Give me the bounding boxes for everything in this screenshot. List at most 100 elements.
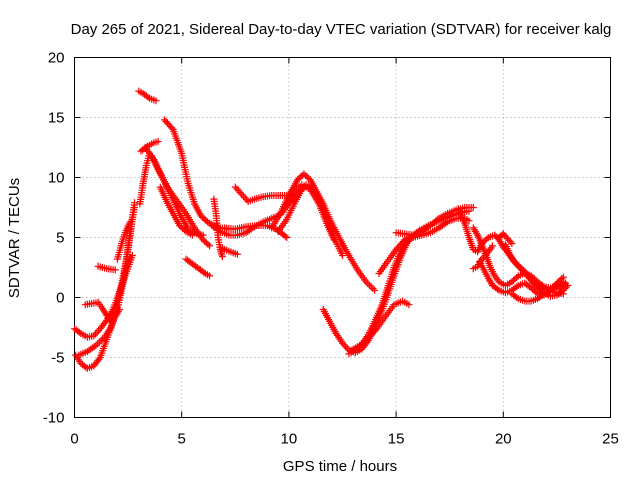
data-point (562, 283, 570, 291)
series-arc-6 (135, 87, 160, 105)
data-point (294, 184, 302, 192)
data-point (330, 236, 338, 244)
data-point (556, 276, 564, 284)
series-arc-13 (182, 255, 214, 280)
data-point (339, 252, 346, 259)
data-point (369, 285, 377, 293)
data-point (92, 342, 100, 349)
data-point (518, 265, 526, 273)
data-point (177, 223, 185, 231)
data-point (291, 187, 299, 195)
data-point (510, 258, 518, 265)
data-point (303, 173, 311, 181)
data-point (527, 284, 535, 292)
data-point (469, 204, 477, 211)
data-point (239, 192, 247, 200)
data-point (513, 261, 521, 268)
data-point (199, 236, 207, 244)
data-point (559, 290, 567, 298)
data-point (293, 176, 301, 184)
y-tick-labels: -10 -5 0 5 10 15 20 (43, 50, 65, 427)
series-arc-5 (94, 262, 119, 274)
data-point (509, 276, 517, 284)
data-point (235, 187, 243, 195)
data-point (281, 232, 289, 240)
data-point (513, 273, 521, 281)
x-tick-label: 0 (70, 431, 78, 448)
data-point (199, 213, 207, 221)
series-arc-11 (148, 152, 214, 250)
data-point (236, 189, 244, 196)
data-point (513, 294, 521, 301)
data-point (530, 287, 538, 295)
data-point (295, 174, 303, 182)
series-arc-30 (508, 288, 567, 305)
data-point (215, 226, 223, 234)
data-point (508, 278, 516, 286)
data-point (231, 183, 239, 191)
series-arc-24 (375, 204, 477, 277)
y-tick-label: 15 (48, 110, 65, 127)
x-tick-label: 5 (178, 431, 186, 448)
x-axis-label: GPS time / hours (283, 458, 397, 475)
data-point (508, 240, 516, 247)
series-arc-8 (136, 150, 154, 208)
data-point (95, 338, 103, 346)
data-point (564, 282, 572, 289)
x-tick-label: 10 (281, 431, 298, 448)
data-point (555, 278, 563, 286)
data-point (558, 275, 566, 283)
data-point (511, 275, 519, 283)
data-point (95, 355, 103, 363)
series-arc-34 (495, 230, 516, 247)
data-point (201, 237, 209, 245)
series-arc-33 (113, 218, 134, 263)
series-arc-16 (221, 222, 291, 241)
data-point (202, 216, 210, 224)
data-point (520, 267, 528, 274)
chart-title: Day 265 of 2021, Sidereal Day-to-day VTE… (71, 21, 612, 38)
data-point (233, 250, 241, 258)
data-point (128, 252, 136, 259)
plot-frame (74, 57, 611, 418)
data-point (200, 215, 208, 223)
series-arc-25 (392, 229, 417, 239)
data-point (364, 280, 372, 288)
data-point (202, 239, 210, 247)
data-point (366, 281, 374, 289)
data-point (409, 231, 417, 239)
series-arc-29 (501, 241, 572, 300)
x-tick-label: 15 (388, 431, 405, 448)
data-point (154, 138, 162, 145)
data-point (300, 170, 308, 178)
x-tick-label: 20 (495, 431, 512, 448)
data-point (293, 186, 301, 194)
y-tick-label: 20 (48, 50, 65, 67)
y-axis-label: SDTVAR / TECUs (6, 178, 23, 298)
data-point (371, 326, 379, 334)
data-point (200, 268, 208, 276)
data-point (532, 288, 540, 296)
data-point (188, 231, 196, 239)
data-point (93, 328, 101, 336)
data-point (399, 238, 407, 245)
data-point (218, 253, 226, 261)
series-arc-4 (75, 204, 139, 359)
series-arc-20 (281, 181, 338, 244)
data-point (206, 272, 214, 280)
y-tick-label: -5 (51, 350, 64, 367)
data-point (405, 301, 413, 309)
data-point (538, 291, 546, 299)
y-tick-label: -10 (43, 410, 65, 427)
data-point (180, 226, 188, 234)
y-tick-label: 0 (56, 290, 64, 307)
data-point (204, 240, 212, 248)
data-point (179, 225, 187, 232)
data-point (538, 282, 546, 289)
data-point (559, 273, 567, 281)
data-point (433, 216, 441, 224)
data-point (289, 189, 297, 197)
data-point (493, 285, 501, 293)
data-point (152, 97, 160, 105)
data-point (553, 279, 561, 287)
